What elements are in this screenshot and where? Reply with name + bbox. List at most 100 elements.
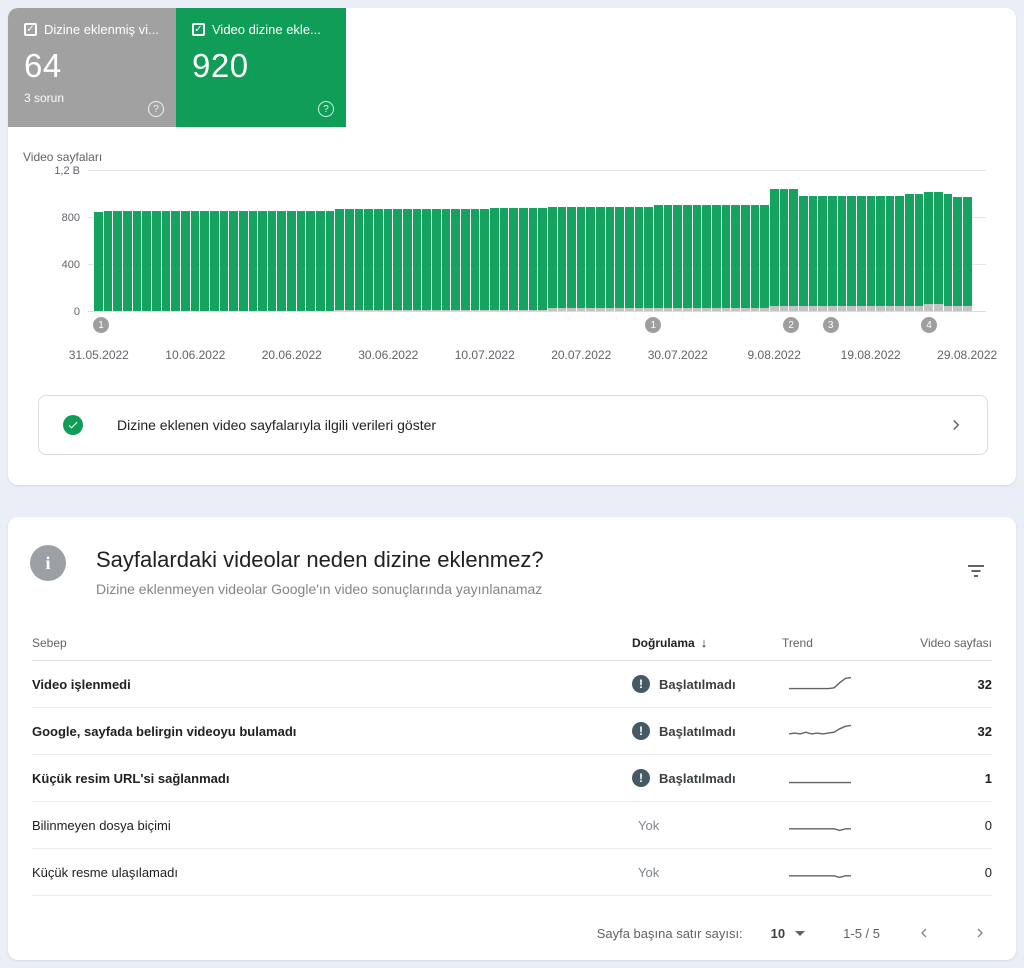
chart-bar[interactable] [239,171,248,311]
chart-bar[interactable] [297,171,306,311]
chart-bar[interactable] [374,171,383,311]
chart-bar[interactable] [789,171,798,311]
chart-bar[interactable] [403,171,412,311]
chart-bar[interactable] [596,171,605,311]
chart-bar[interactable] [442,171,451,311]
chart-bar[interactable] [953,171,962,311]
chart-bar[interactable] [867,171,876,311]
chart-bar[interactable] [326,171,335,311]
chart-bar[interactable] [162,171,171,311]
table-row[interactable]: Bilinmeyen dosya biçimiYok0 [32,802,992,849]
chart-bar[interactable] [538,171,547,311]
show-indexed-video-data-banner[interactable]: Dizine eklenen video sayfalarıyla ilgili… [38,395,988,455]
filter-icon[interactable] [964,559,988,583]
chart-bar[interactable] [751,171,760,311]
chart-bar[interactable] [191,171,200,311]
table-row[interactable]: Video işlenmedi!Başlatılmadı32 [32,661,992,708]
table-row[interactable]: Google, sayfada belirgin videoyu bulamad… [32,708,992,755]
chart-bar[interactable] [693,171,702,311]
chart-bar[interactable] [586,171,595,311]
chart-bar[interactable] [94,171,103,311]
chart-bar[interactable] [355,171,364,311]
chart-bar[interactable] [654,171,663,311]
chart-bar[interactable] [760,171,769,311]
chart-bar[interactable] [895,171,904,311]
help-icon[interactable]: ? [318,101,334,117]
chart-bar[interactable] [664,171,673,311]
annotation-marker[interactable]: 1 [645,317,661,333]
chart-bar[interactable] [384,171,393,311]
chart-bar[interactable] [963,171,972,311]
chart-bar[interactable] [229,171,238,311]
chart-bar[interactable] [683,171,692,311]
chart-bar[interactable] [413,171,422,311]
chart-bar[interactable] [393,171,402,311]
chart-bar[interactable] [944,171,953,311]
chart-bar[interactable] [422,171,431,311]
chart-bar[interactable] [123,171,132,311]
chart-bar[interactable] [876,171,885,311]
chart-bar[interactable] [220,171,229,311]
chart-bar[interactable] [480,171,489,311]
chart-bar[interactable] [461,171,470,311]
chart-bar[interactable] [712,171,721,311]
chart-bar[interactable] [113,171,122,311]
chart-bar[interactable] [770,171,779,311]
chart-bar[interactable] [635,171,644,311]
rows-per-page-select[interactable]: 10 [771,926,805,941]
chart-bar[interactable] [673,171,682,311]
tile-video-indexed[interactable]: ✓ Video dizine ekle... 920 ? [176,8,346,127]
table-row[interactable]: Küçük resme ulaşılamadıYok0 [32,849,992,896]
annotation-marker[interactable]: 1 [93,317,109,333]
next-page-button[interactable] [968,921,992,945]
chart-bar[interactable] [702,171,711,311]
chart-bar[interactable] [886,171,895,311]
chart-bar[interactable] [181,171,190,311]
chart-bar[interactable] [471,171,480,311]
chart-bar[interactable] [171,171,180,311]
chart-bar[interactable] [838,171,847,311]
table-row[interactable]: Küçük resim URL'si sağlanmadı!Başlatılma… [32,755,992,802]
column-header-sebep[interactable]: Sebep [32,636,632,650]
chart-bar[interactable] [857,171,866,311]
chart-bar[interactable] [451,171,460,311]
column-header-video-sayfasi[interactable]: Video sayfası [892,636,992,650]
chart-bar[interactable] [934,171,943,311]
annotation-marker[interactable]: 2 [783,317,799,333]
chart-bar[interactable] [490,171,499,311]
chart-bar[interactable] [335,171,344,311]
chevron-right-icon[interactable] [947,416,965,434]
chart-bar[interactable] [799,171,808,311]
annotation-marker[interactable]: 3 [823,317,839,333]
chart-bar[interactable] [644,171,653,311]
annotation-marker[interactable]: 4 [921,317,937,333]
checked-checkbox-icon[interactable]: ✓ [24,23,37,36]
chart-bar[interactable] [529,171,538,311]
chart-bar[interactable] [210,171,219,311]
chart-bar[interactable] [828,171,837,311]
column-header-dogrulama[interactable]: Doğrulama↓ [632,635,782,650]
chart-bar[interactable] [249,171,258,311]
chart-bar[interactable] [519,171,528,311]
chart-bar[interactable] [432,171,441,311]
checked-checkbox-icon[interactable]: ✓ [192,23,205,36]
chart-bar[interactable] [306,171,315,311]
chart-bar[interactable] [780,171,789,311]
chart-bar[interactable] [509,171,518,311]
chart-bar[interactable] [615,171,624,311]
chart-bar[interactable] [741,171,750,311]
help-icon[interactable]: ? [148,101,164,117]
chart-bar[interactable] [809,171,818,311]
chart-bar[interactable] [606,171,615,311]
chart-bar[interactable] [200,171,209,311]
chart-bar[interactable] [268,171,277,311]
chart-bar[interactable] [152,171,161,311]
chart-bar[interactable] [345,171,354,311]
chart-bar[interactable] [548,171,557,311]
chart-bar[interactable] [722,171,731,311]
chart-bar[interactable] [905,171,914,311]
chart-bar[interactable] [287,171,296,311]
chart-bar[interactable] [142,171,151,311]
chart-bar[interactable] [277,171,286,311]
chart-bar[interactable] [567,171,576,311]
